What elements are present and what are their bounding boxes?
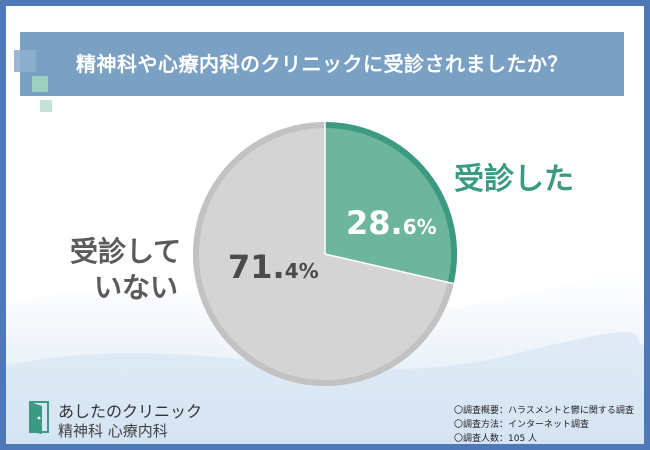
chart-title: 精神科や心療内科のクリニックに受診されましたか？ (76, 52, 568, 76)
door-icon (29, 401, 49, 434)
data-label-yes: 28.6% (346, 204, 437, 242)
pie-slice-yes (325, 122, 457, 284)
slice-label-no-line2: いない (94, 271, 179, 304)
survey-notes: 〇調査概要：ハラスメントと鬱に関する調査 〇調査方法：インターネット調査 〇調査… (454, 404, 634, 444)
title-banner: 精神科や心療内科のクリニックに受診されましたか？ (20, 32, 624, 96)
survey-note-method: 〇調査方法：インターネット調査 (454, 420, 590, 430)
pie-slice-no-rim (193, 122, 454, 386)
data-label-no: 71.4% (228, 248, 319, 286)
pie-chart (193, 122, 457, 386)
slice-label-no-line1: 受診して (70, 235, 182, 268)
decor-square (40, 100, 52, 112)
clinic-name: あしたのクリニック (58, 402, 203, 421)
clinic-departments: 精神科 心療内科 (58, 422, 168, 440)
data-label-no-decimal: 4% (284, 259, 319, 283)
survey-note-count: 〇調査人数：105 人 (454, 434, 538, 444)
data-label-yes-decimal: 6% (402, 215, 437, 239)
data-label-no-number: 71. (228, 248, 285, 286)
decor-square (14, 50, 36, 72)
pie-slice-no (193, 122, 454, 386)
pie-slice-yes-rim (324, 122, 457, 284)
decor-square (32, 76, 48, 92)
slice-label-yes: 受診した (454, 162, 574, 197)
survey-note-outline: 〇調査概要：ハラスメントと鬱に関する調査 (454, 406, 634, 416)
data-label-yes-number: 28. (346, 204, 403, 242)
slice-separator (324, 253, 454, 285)
